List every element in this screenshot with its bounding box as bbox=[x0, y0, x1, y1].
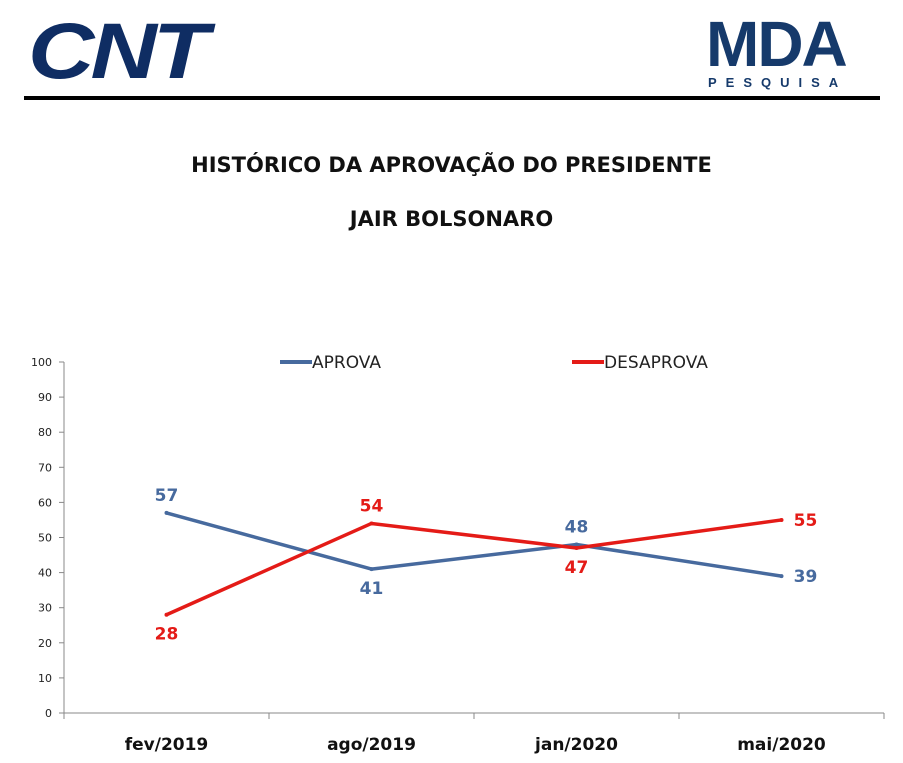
data-label: 47 bbox=[565, 558, 589, 578]
y-tick-label: 20 bbox=[38, 637, 52, 650]
data-label: 57 bbox=[155, 486, 179, 506]
data-point bbox=[369, 567, 374, 572]
data-label: 48 bbox=[565, 518, 589, 538]
x-tick-label: jan/2020 bbox=[534, 735, 618, 755]
mda-logo-word: MDA bbox=[706, 8, 848, 80]
y-tick-label: 100 bbox=[31, 356, 52, 369]
data-label: 54 bbox=[360, 496, 384, 516]
y-tick-label: 10 bbox=[38, 672, 52, 685]
data-point bbox=[574, 546, 579, 551]
x-tick-label: ago/2019 bbox=[327, 735, 416, 755]
y-tick-label: 40 bbox=[38, 567, 52, 580]
data-label: 39 bbox=[794, 567, 818, 587]
chart-subtitle: JAIR BOLSONARO bbox=[349, 207, 554, 231]
data-point bbox=[779, 517, 784, 522]
y-tick-label: 70 bbox=[38, 461, 52, 474]
header-rule bbox=[24, 96, 880, 100]
data-label: 55 bbox=[794, 511, 818, 531]
cnt-logo: CNT bbox=[28, 7, 209, 96]
y-tick-label: 50 bbox=[38, 532, 52, 545]
legend-label: APROVA bbox=[312, 353, 381, 373]
series-line bbox=[166, 511, 782, 578]
x-tick-label: mai/2020 bbox=[737, 735, 826, 755]
chart-title: HISTÓRICO DA APROVAÇÃO DO PRESIDENTE bbox=[191, 153, 712, 177]
y-tick-label: 60 bbox=[38, 496, 52, 509]
x-tick-label: fev/2019 bbox=[125, 735, 209, 755]
data-point bbox=[164, 612, 169, 617]
data-point bbox=[574, 542, 579, 547]
data-point bbox=[164, 510, 169, 515]
series-line bbox=[165, 518, 782, 617]
y-tick-label: 30 bbox=[38, 602, 52, 615]
data-label: 41 bbox=[360, 579, 384, 599]
y-tick-label: 0 bbox=[45, 707, 52, 720]
y-tick-label: 90 bbox=[38, 391, 52, 404]
legend-label: DESAPROVA bbox=[604, 353, 708, 373]
data-point bbox=[369, 521, 374, 526]
mda-logo-sub: PESQUISA bbox=[708, 75, 848, 90]
data-label: 28 bbox=[155, 625, 179, 645]
data-point bbox=[779, 574, 784, 579]
y-tick-label: 80 bbox=[38, 426, 52, 439]
mda-logo: MDA PESQUISA bbox=[706, 12, 871, 92]
